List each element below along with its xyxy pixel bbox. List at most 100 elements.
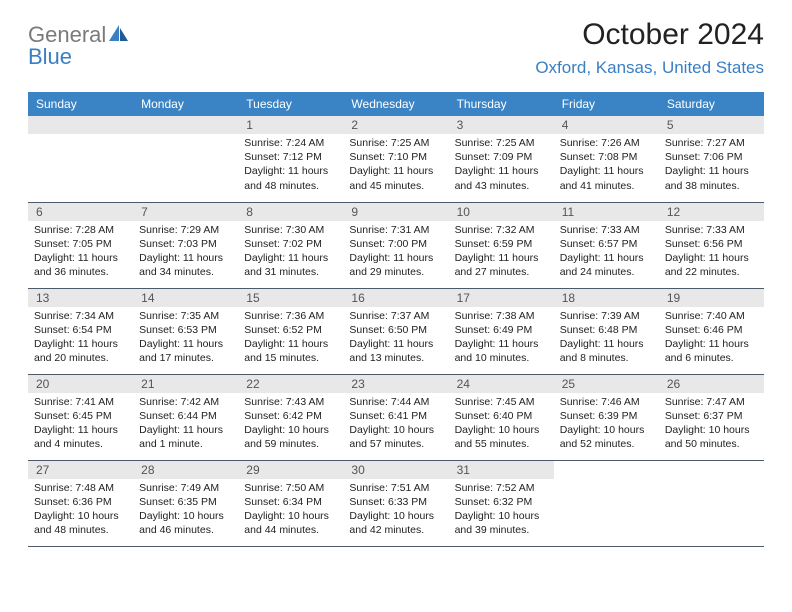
day-header: Thursday bbox=[449, 92, 554, 116]
calendar-cell: 19Sunrise: 7:40 AMSunset: 6:46 PMDayligh… bbox=[659, 288, 764, 374]
calendar-table: SundayMondayTuesdayWednesdayThursdayFrid… bbox=[28, 92, 764, 547]
header: General Blue October 2024 Oxford, Kansas… bbox=[28, 18, 764, 78]
day-details: Sunrise: 7:25 AMSunset: 7:10 PMDaylight:… bbox=[343, 134, 448, 197]
day-details: Sunrise: 7:49 AMSunset: 6:35 PMDaylight:… bbox=[133, 479, 238, 542]
day-number: 7 bbox=[133, 203, 238, 221]
calendar-cell: 22Sunrise: 7:43 AMSunset: 6:42 PMDayligh… bbox=[238, 374, 343, 460]
day-details: Sunrise: 7:42 AMSunset: 6:44 PMDaylight:… bbox=[133, 393, 238, 456]
day-number: 25 bbox=[554, 375, 659, 393]
day-header: Sunday bbox=[28, 92, 133, 116]
calendar-cell: 21Sunrise: 7:42 AMSunset: 6:44 PMDayligh… bbox=[133, 374, 238, 460]
day-details: Sunrise: 7:50 AMSunset: 6:34 PMDaylight:… bbox=[238, 479, 343, 542]
day-details: Sunrise: 7:33 AMSunset: 6:56 PMDaylight:… bbox=[659, 221, 764, 284]
day-number: 24 bbox=[449, 375, 554, 393]
calendar-cell: 1Sunrise: 7:24 AMSunset: 7:12 PMDaylight… bbox=[238, 116, 343, 202]
calendar-cell: 17Sunrise: 7:38 AMSunset: 6:49 PMDayligh… bbox=[449, 288, 554, 374]
calendar-cell: 8Sunrise: 7:30 AMSunset: 7:02 PMDaylight… bbox=[238, 202, 343, 288]
day-details: Sunrise: 7:31 AMSunset: 7:00 PMDaylight:… bbox=[343, 221, 448, 284]
day-number: 20 bbox=[28, 375, 133, 393]
day-number: 11 bbox=[554, 203, 659, 221]
day-details: Sunrise: 7:52 AMSunset: 6:32 PMDaylight:… bbox=[449, 479, 554, 542]
calendar-cell: 25Sunrise: 7:46 AMSunset: 6:39 PMDayligh… bbox=[554, 374, 659, 460]
calendar-cell: 27Sunrise: 7:48 AMSunset: 6:36 PMDayligh… bbox=[28, 460, 133, 546]
day-number: 30 bbox=[343, 461, 448, 479]
day-details: Sunrise: 7:36 AMSunset: 6:52 PMDaylight:… bbox=[238, 307, 343, 370]
calendar-cell: 2Sunrise: 7:25 AMSunset: 7:10 PMDaylight… bbox=[343, 116, 448, 202]
calendar-head: SundayMondayTuesdayWednesdayThursdayFrid… bbox=[28, 92, 764, 116]
calendar-cell: 3Sunrise: 7:25 AMSunset: 7:09 PMDaylight… bbox=[449, 116, 554, 202]
day-number: 31 bbox=[449, 461, 554, 479]
title-block: October 2024 Oxford, Kansas, United Stat… bbox=[535, 18, 764, 78]
day-details: Sunrise: 7:40 AMSunset: 6:46 PMDaylight:… bbox=[659, 307, 764, 370]
day-details: Sunrise: 7:38 AMSunset: 6:49 PMDaylight:… bbox=[449, 307, 554, 370]
day-details: Sunrise: 7:33 AMSunset: 6:57 PMDaylight:… bbox=[554, 221, 659, 284]
day-details: Sunrise: 7:39 AMSunset: 6:48 PMDaylight:… bbox=[554, 307, 659, 370]
day-header: Saturday bbox=[659, 92, 764, 116]
calendar-cell bbox=[28, 116, 133, 202]
day-number: 29 bbox=[238, 461, 343, 479]
day-details: Sunrise: 7:43 AMSunset: 6:42 PMDaylight:… bbox=[238, 393, 343, 456]
month-title: October 2024 bbox=[535, 18, 764, 52]
calendar-cell: 26Sunrise: 7:47 AMSunset: 6:37 PMDayligh… bbox=[659, 374, 764, 460]
calendar-cell: 15Sunrise: 7:36 AMSunset: 6:52 PMDayligh… bbox=[238, 288, 343, 374]
calendar-cell: 10Sunrise: 7:32 AMSunset: 6:59 PMDayligh… bbox=[449, 202, 554, 288]
location-text: Oxford, Kansas, United States bbox=[535, 58, 764, 78]
day-details: Sunrise: 7:44 AMSunset: 6:41 PMDaylight:… bbox=[343, 393, 448, 456]
calendar-cell: 31Sunrise: 7:52 AMSunset: 6:32 PMDayligh… bbox=[449, 460, 554, 546]
day-details: Sunrise: 7:41 AMSunset: 6:45 PMDaylight:… bbox=[28, 393, 133, 456]
day-number: 18 bbox=[554, 289, 659, 307]
day-details: Sunrise: 7:37 AMSunset: 6:50 PMDaylight:… bbox=[343, 307, 448, 370]
day-number: 8 bbox=[238, 203, 343, 221]
day-number: 13 bbox=[28, 289, 133, 307]
calendar-cell: 14Sunrise: 7:35 AMSunset: 6:53 PMDayligh… bbox=[133, 288, 238, 374]
day-number: 5 bbox=[659, 116, 764, 134]
day-header: Monday bbox=[133, 92, 238, 116]
calendar-cell: 23Sunrise: 7:44 AMSunset: 6:41 PMDayligh… bbox=[343, 374, 448, 460]
calendar-cell: 6Sunrise: 7:28 AMSunset: 7:05 PMDaylight… bbox=[28, 202, 133, 288]
calendar-cell: 12Sunrise: 7:33 AMSunset: 6:56 PMDayligh… bbox=[659, 202, 764, 288]
calendar-body: 1Sunrise: 7:24 AMSunset: 7:12 PMDaylight… bbox=[28, 116, 764, 546]
day-details: Sunrise: 7:48 AMSunset: 6:36 PMDaylight:… bbox=[28, 479, 133, 542]
day-number: 15 bbox=[238, 289, 343, 307]
day-number: 22 bbox=[238, 375, 343, 393]
logo: General Blue bbox=[28, 22, 130, 48]
day-details: Sunrise: 7:46 AMSunset: 6:39 PMDaylight:… bbox=[554, 393, 659, 456]
day-header: Friday bbox=[554, 92, 659, 116]
day-details: Sunrise: 7:32 AMSunset: 6:59 PMDaylight:… bbox=[449, 221, 554, 284]
calendar-cell bbox=[659, 460, 764, 546]
day-details: Sunrise: 7:35 AMSunset: 6:53 PMDaylight:… bbox=[133, 307, 238, 370]
day-details: Sunrise: 7:26 AMSunset: 7:08 PMDaylight:… bbox=[554, 134, 659, 197]
day-number: 10 bbox=[449, 203, 554, 221]
day-number: 3 bbox=[449, 116, 554, 134]
calendar-cell: 9Sunrise: 7:31 AMSunset: 7:00 PMDaylight… bbox=[343, 202, 448, 288]
day-details: Sunrise: 7:47 AMSunset: 6:37 PMDaylight:… bbox=[659, 393, 764, 456]
calendar-cell: 28Sunrise: 7:49 AMSunset: 6:35 PMDayligh… bbox=[133, 460, 238, 546]
calendar-cell: 30Sunrise: 7:51 AMSunset: 6:33 PMDayligh… bbox=[343, 460, 448, 546]
day-number: 6 bbox=[28, 203, 133, 221]
day-number: 19 bbox=[659, 289, 764, 307]
day-number: 26 bbox=[659, 375, 764, 393]
day-details: Sunrise: 7:51 AMSunset: 6:33 PMDaylight:… bbox=[343, 479, 448, 542]
calendar-cell: 18Sunrise: 7:39 AMSunset: 6:48 PMDayligh… bbox=[554, 288, 659, 374]
calendar-cell: 24Sunrise: 7:45 AMSunset: 6:40 PMDayligh… bbox=[449, 374, 554, 460]
day-number: 17 bbox=[449, 289, 554, 307]
day-details: Sunrise: 7:24 AMSunset: 7:12 PMDaylight:… bbox=[238, 134, 343, 197]
calendar-cell: 29Sunrise: 7:50 AMSunset: 6:34 PMDayligh… bbox=[238, 460, 343, 546]
day-details: Sunrise: 7:34 AMSunset: 6:54 PMDaylight:… bbox=[28, 307, 133, 370]
day-details: Sunrise: 7:25 AMSunset: 7:09 PMDaylight:… bbox=[449, 134, 554, 197]
day-number: 23 bbox=[343, 375, 448, 393]
calendar-cell bbox=[554, 460, 659, 546]
calendar-cell: 11Sunrise: 7:33 AMSunset: 6:57 PMDayligh… bbox=[554, 202, 659, 288]
day-details: Sunrise: 7:30 AMSunset: 7:02 PMDaylight:… bbox=[238, 221, 343, 284]
day-header: Wednesday bbox=[343, 92, 448, 116]
calendar-cell: 20Sunrise: 7:41 AMSunset: 6:45 PMDayligh… bbox=[28, 374, 133, 460]
calendar-cell: 16Sunrise: 7:37 AMSunset: 6:50 PMDayligh… bbox=[343, 288, 448, 374]
calendar-cell: 4Sunrise: 7:26 AMSunset: 7:08 PMDaylight… bbox=[554, 116, 659, 202]
calendar-cell: 7Sunrise: 7:29 AMSunset: 7:03 PMDaylight… bbox=[133, 202, 238, 288]
day-details: Sunrise: 7:45 AMSunset: 6:40 PMDaylight:… bbox=[449, 393, 554, 456]
day-details: Sunrise: 7:28 AMSunset: 7:05 PMDaylight:… bbox=[28, 221, 133, 284]
day-number: 1 bbox=[238, 116, 343, 134]
day-number: 12 bbox=[659, 203, 764, 221]
day-number: 16 bbox=[343, 289, 448, 307]
calendar-cell bbox=[133, 116, 238, 202]
